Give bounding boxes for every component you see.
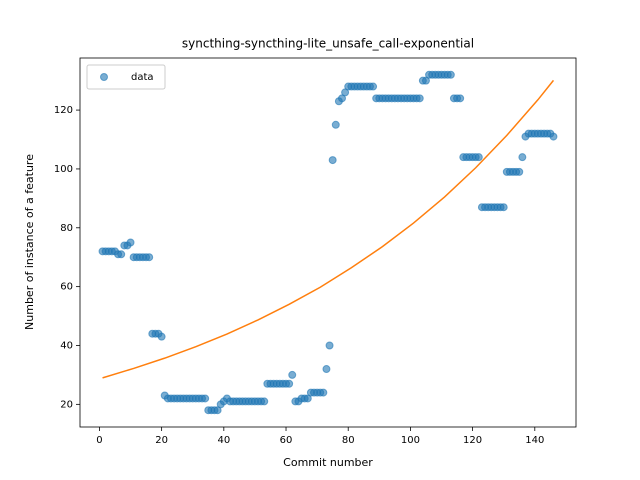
data-point — [145, 253, 154, 262]
chart-title: syncthing-syncthing-lite_unsafe_call-exp… — [182, 37, 474, 51]
y-tick-label: 40 — [60, 340, 73, 351]
fit-line — [102, 79, 555, 379]
data-point — [415, 94, 424, 103]
data-point — [285, 379, 294, 388]
data-point — [369, 82, 378, 91]
y-tick-label: 120 — [54, 105, 73, 116]
data-point — [331, 120, 340, 129]
legend-label: data — [131, 72, 154, 83]
x-tick-label: 60 — [280, 435, 293, 446]
data-point — [322, 365, 331, 374]
legend-box — [86, 64, 166, 90]
y-tick-label: 100 — [54, 164, 73, 175]
data-point — [446, 70, 455, 79]
y-tick-label: 80 — [60, 223, 73, 234]
data-point — [117, 250, 126, 259]
data-point — [325, 341, 334, 350]
legend-marker — [100, 73, 108, 81]
y-tick-label: 60 — [60, 282, 73, 293]
x-tick-label: 100 — [401, 435, 420, 446]
data-point — [499, 203, 508, 212]
data-point — [515, 167, 524, 176]
data-point — [319, 388, 328, 397]
data-point — [126, 238, 135, 247]
data-point — [157, 332, 166, 341]
x-tick-label: 0 — [96, 435, 102, 446]
x-tick-label: 120 — [463, 435, 482, 446]
data-point — [518, 153, 527, 162]
data-point — [328, 156, 337, 165]
x-tick-label: 20 — [155, 435, 168, 446]
data-point — [260, 397, 269, 406]
axes-frame — [79, 57, 577, 428]
data-point — [549, 132, 558, 141]
data-point — [288, 370, 297, 379]
x-axis-label: Commit number — [283, 456, 373, 469]
data-point — [474, 153, 483, 162]
y-axis-label: Number of instance of a feature — [23, 154, 36, 330]
x-tick-label: 40 — [217, 435, 230, 446]
y-tick-label: 20 — [60, 399, 73, 410]
x-tick-label: 140 — [525, 435, 544, 446]
data-point — [456, 94, 465, 103]
data-point — [201, 394, 210, 403]
x-tick-label: 80 — [342, 435, 355, 446]
